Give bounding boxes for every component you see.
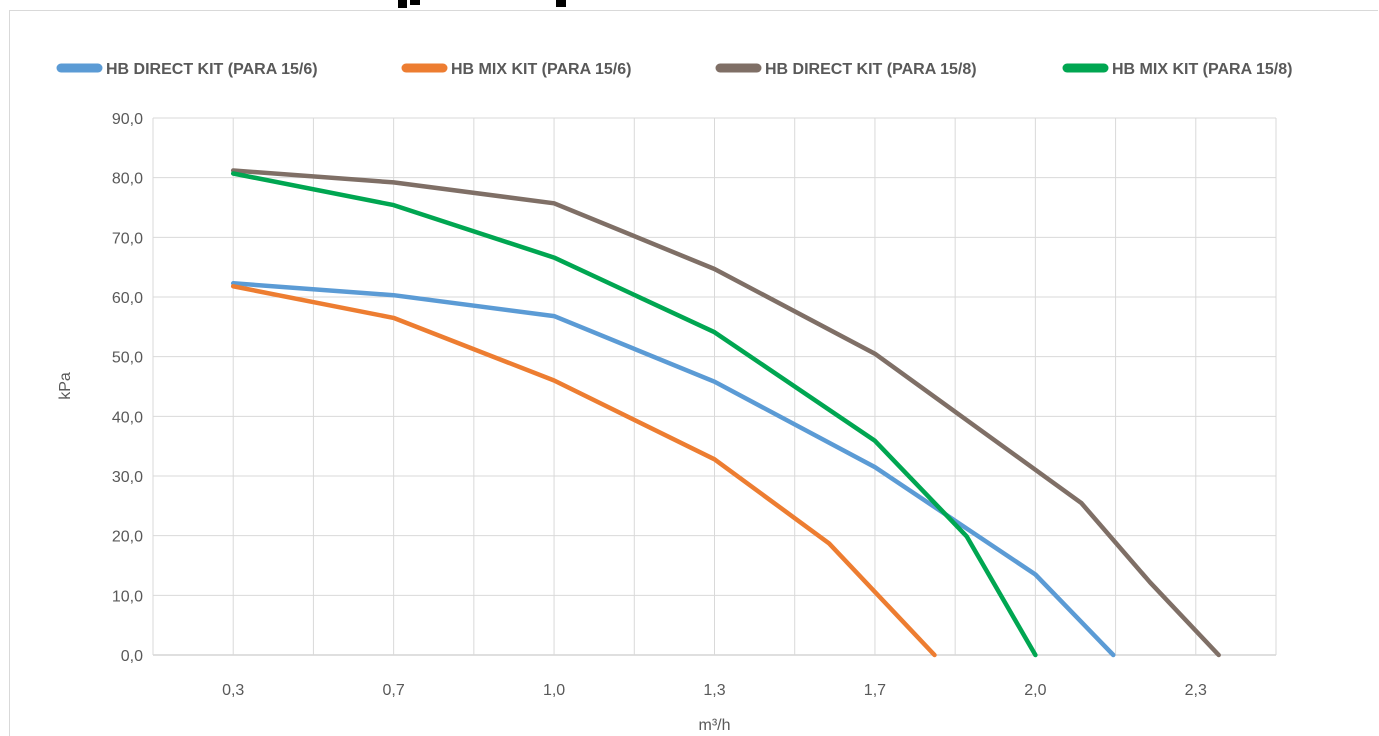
y-tick-label: 50,0: [112, 350, 143, 367]
y-tick-label: 40,0: [112, 409, 143, 426]
legend-label-2: HB MIX KIT (PARA 15/6): [451, 61, 631, 78]
gridlines: [152, 117, 1277, 656]
legend-label-3: HB DIRECT KIT (PARA 15/8): [765, 61, 977, 78]
x-tick-label: 2,3: [1185, 682, 1207, 699]
series-line-3: [230, 168, 1221, 658]
legend: HB DIRECT KIT (PARA 15/6) HB MIX KIT (PAR…: [56, 61, 1292, 78]
legend-label-4: HB MIX KIT (PARA 15/8): [1112, 61, 1292, 78]
y-axis-ticks: 0,0 10,0 20,0 30,0 40,0 50,0 60,0 70,0 80,0 90,0: [112, 111, 143, 665]
y-tick-label: 60,0: [112, 290, 143, 307]
series-line-2: [230, 284, 937, 658]
series-lines: [230, 168, 1221, 658]
y-axis-title: kPa: [57, 372, 74, 400]
x-tick-label: 0,3: [222, 682, 244, 699]
title-glyph-1: [398, 0, 407, 8]
series-line-1: [230, 281, 1116, 658]
x-tick-label: 0,7: [383, 682, 405, 699]
x-axis-ticks: 0,3 0,7 1,0 1,3 1,7 2,0 2,3: [222, 682, 1207, 699]
y-tick-label: 90,0: [112, 111, 143, 128]
chart-title-fragment: [0, 0, 1379, 14]
x-axis-title: m³/h: [699, 717, 731, 734]
title-glyph-2: [410, 0, 420, 5]
y-tick-label: 20,0: [112, 529, 143, 546]
y-tick-label: 0,0: [121, 648, 143, 665]
x-tick-label: 1,0: [543, 682, 565, 699]
chart-frame: [9, 10, 1378, 736]
title-glyph-fragments: [398, 0, 566, 8]
y-tick-label: 10,0: [112, 588, 143, 605]
x-tick-label: 1,3: [703, 682, 725, 699]
legend-label-1: HB DIRECT KIT (PARA 15/6): [106, 61, 318, 78]
title-glyph-3: [556, 0, 566, 7]
x-tick-label: 1,7: [864, 682, 886, 699]
y-tick-label: 70,0: [112, 230, 143, 247]
y-tick-label: 30,0: [112, 469, 143, 486]
x-tick-label: 2,0: [1024, 682, 1046, 699]
series-line-4: [230, 171, 1038, 658]
y-tick-label: 80,0: [112, 171, 143, 188]
